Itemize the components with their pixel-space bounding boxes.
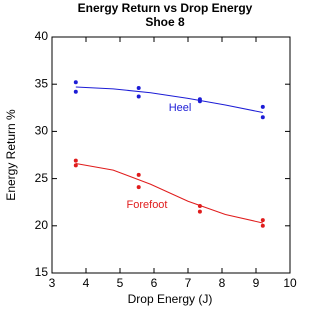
data-point xyxy=(136,85,141,90)
x-tick-label: 7 xyxy=(185,276,192,290)
x-tick-label: 4 xyxy=(83,276,90,290)
y-tick-label: 25 xyxy=(35,171,49,185)
data-point xyxy=(260,218,265,223)
data-point xyxy=(136,94,141,99)
series-label: Heel xyxy=(169,102,192,114)
fit-line xyxy=(75,86,263,114)
data-point xyxy=(136,172,141,177)
data-point xyxy=(260,223,265,228)
y-axis-label: Energy Return % xyxy=(4,109,18,201)
x-tick-label: 5 xyxy=(117,276,124,290)
data-point xyxy=(73,89,78,94)
data-point xyxy=(136,185,141,190)
x-tick-label: 3 xyxy=(49,276,56,290)
x-tick-label: 9 xyxy=(253,276,260,290)
y-tick-label: 30 xyxy=(35,124,49,138)
y-tick-label: 15 xyxy=(35,265,49,279)
data-point xyxy=(260,115,265,120)
chart: Energy Return vs Drop Energy Shoe 8 Drop… xyxy=(4,1,297,306)
data-point xyxy=(197,203,202,208)
y-tick-label: 20 xyxy=(35,218,49,232)
y-tick-label: 40 xyxy=(35,29,49,43)
chart-subtitle: Shoe 8 xyxy=(145,15,185,29)
data-point xyxy=(73,80,78,85)
x-tick-label: 6 xyxy=(151,276,158,290)
data-point xyxy=(197,99,202,104)
y-tick-label: 35 xyxy=(35,76,49,90)
chart-title: Energy Return vs Drop Energy xyxy=(78,1,253,15)
data-point xyxy=(73,158,78,163)
fit-line xyxy=(75,163,263,224)
data-point xyxy=(73,163,78,168)
data-point xyxy=(260,104,265,109)
x-axis-label: Drop Energy (J) xyxy=(128,292,213,306)
x-tick-label: 8 xyxy=(219,276,226,290)
data-point xyxy=(197,209,202,214)
x-tick-label: 10 xyxy=(283,276,297,290)
series-label: Forefoot xyxy=(127,199,168,211)
plot-frame xyxy=(51,36,291,274)
